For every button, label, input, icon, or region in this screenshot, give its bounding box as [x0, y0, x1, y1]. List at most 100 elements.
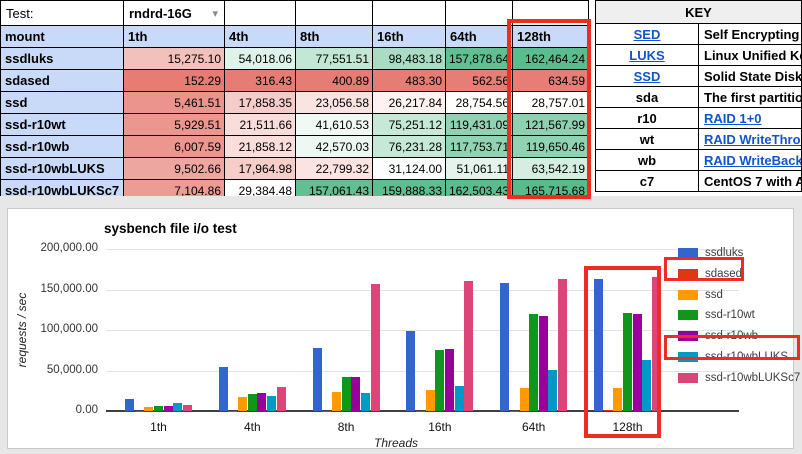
- bar-ssd-r10wb-8th: [351, 376, 361, 411]
- bar-ssd-r10wt-64th: [529, 314, 539, 411]
- row-label-ssd-r10wb[interactable]: ssd-r10wb: [0, 135, 124, 158]
- key-row-r10: r10 RAID 1+0: [595, 107, 802, 129]
- cell-ssdluks-4th[interactable]: 54,018.06: [224, 47, 296, 70]
- key-title: KEY: [595, 0, 802, 24]
- bar-ssd-r10wt-128th: [622, 312, 632, 411]
- cell-sdased-4th[interactable]: 316.43: [224, 69, 296, 92]
- key-header-row: KEY: [595, 0, 802, 24]
- key-desc-r10[interactable]: RAID 1+0: [698, 107, 802, 129]
- column-header-4th[interactable]: 4th: [224, 25, 296, 48]
- row-label-sdased[interactable]: sdased: [0, 69, 124, 92]
- cell-ssd-r10wbLUKS-8th[interactable]: 22,799.32: [295, 157, 373, 180]
- row-label-ssdluks[interactable]: ssdluks: [0, 47, 124, 70]
- cell-ssd-r10wb-128th[interactable]: 119,650.46: [512, 135, 589, 158]
- legend-item-ssd-r10wt: ssd-r10wt: [678, 309, 755, 321]
- legend-label: ssd-r10wbLUKSc7: [705, 371, 801, 384]
- cell-ssd-r10wb-1th[interactable]: 6,007.59: [123, 135, 225, 158]
- cell-ssd-r10wbLUKS-64th[interactable]: 51,061.11: [445, 157, 513, 180]
- legend-item-sdased: sdased: [678, 268, 742, 280]
- cell-ssd-r10wt-16th[interactable]: 75,251.12: [372, 113, 446, 136]
- empty-cell[interactable]: [224, 0, 296, 26]
- column-header-16th[interactable]: 16th: [372, 25, 446, 48]
- bar-ssd-r10wt-1th: [153, 406, 163, 411]
- cell-ssdluks-16th[interactable]: 98,483.18: [372, 47, 446, 70]
- cell-ssd-16th[interactable]: 26,217.84: [372, 91, 446, 114]
- row-label-ssd-r10wt[interactable]: ssd-r10wt: [0, 113, 124, 136]
- empty-cell[interactable]: [372, 0, 446, 26]
- cell-ssd-4th[interactable]: 17,858.35: [224, 91, 296, 114]
- bar-ssd-r10wbLUKS-64th: [548, 369, 558, 411]
- legend-item-ssdluks: ssdluks: [678, 247, 743, 259]
- cell-ssdluks-128th[interactable]: 162,464.24: [512, 47, 589, 70]
- test-dropdown[interactable]: rndrd-16G ▾: [123, 0, 225, 26]
- cell-ssd-r10wt-8th[interactable]: 41,610.53: [295, 113, 373, 136]
- table-row-ssd-r10wb: ssd-r10wb 6,007.59 21,858.12 42,570.03 76,23…: [0, 135, 589, 158]
- x-tick-label-8th: 8th: [337, 420, 355, 434]
- bar-ssd-4th: [238, 396, 248, 411]
- chart[interactable]: sysbench file i/o test requests / sec Th…: [7, 208, 800, 450]
- cell-sdased-16th[interactable]: 483.30: [372, 69, 446, 92]
- cell-sdased-64th[interactable]: 562.56: [445, 69, 513, 92]
- bar-ssd-1th: [144, 406, 154, 411]
- cell-ssd-r10wb-64th[interactable]: 117,753.71: [445, 135, 513, 158]
- test-row: Test: rndrd-16G ▾: [0, 0, 589, 26]
- cell-ssd-r10wb-16th[interactable]: 76,231.28: [372, 135, 446, 158]
- highlight-box-legend-luksc7: [664, 335, 800, 360]
- highlight-box-128th-bar-group: [584, 266, 661, 438]
- cell-ssdluks-8th[interactable]: 77,551.51: [295, 47, 373, 70]
- row-label-ssd-r10wbLUKS[interactable]: ssd-r10wbLUKS: [0, 157, 124, 180]
- row-label-ssd[interactable]: ssd: [0, 91, 124, 114]
- cell-ssd-r10wbLUKS-4th[interactable]: 17,964.98: [224, 157, 296, 180]
- key-desc-wt[interactable]: RAID WriteThrough: [698, 128, 802, 150]
- column-header-64th[interactable]: 64th: [445, 25, 513, 48]
- cell-ssd-r10wb-4th[interactable]: 21,858.12: [224, 135, 296, 158]
- bar-ssd-8th: [331, 392, 341, 411]
- column-header-128th[interactable]: 128th: [512, 25, 589, 48]
- cell-sdased-8th[interactable]: 400.89: [295, 69, 373, 92]
- cell-ssd-r10wbLUKS-1th[interactable]: 9,502.66: [123, 157, 225, 180]
- key-abbr-wb: wb: [595, 149, 699, 171]
- key-abbr-wt: wt: [595, 128, 699, 150]
- cell-ssd-64th[interactable]: 28,754.56: [445, 91, 513, 114]
- cell-ssd-r10wb-8th[interactable]: 42,570.03: [295, 135, 373, 158]
- cell-ssdluks-1th[interactable]: 15,275.10: [123, 47, 225, 70]
- key-desc-LUKS: Linux Unified Key Setup: [698, 44, 802, 66]
- chart-title: sysbench file i/o test: [104, 221, 237, 236]
- legend-label: ssd-r10wt: [705, 309, 755, 322]
- key-abbr-LUKS[interactable]: LUKS: [595, 44, 699, 66]
- column-header-8th[interactable]: 8th: [295, 25, 373, 48]
- bar-ssd-r10wbLUKSc7-8th: [370, 283, 380, 411]
- cell-sdased-128th[interactable]: 634.59: [512, 69, 589, 92]
- bar-ssd-r10wbLUKSc7-4th: [276, 387, 286, 411]
- highlight-box-128th-column: [507, 19, 591, 199]
- key-abbr-SSD[interactable]: SSD: [595, 65, 699, 87]
- key-row-sda: sda The first partition: [595, 86, 802, 108]
- key-abbr-SED[interactable]: SED: [595, 23, 699, 45]
- column-header-1th[interactable]: 1th: [123, 25, 225, 48]
- cell-ssd-r10wt-128th[interactable]: 121,567.99: [512, 113, 589, 136]
- column-header-mount[interactable]: mount: [0, 25, 124, 48]
- cell-ssd-r10wt-64th[interactable]: 119,431.09: [445, 113, 513, 136]
- cell-ssd-1th[interactable]: 5,461.51: [123, 91, 225, 114]
- bar-ssd-r10wbLUKS-4th: [267, 396, 277, 411]
- cell-sdased-1th[interactable]: 152.29: [123, 69, 225, 92]
- key-abbr-c7: c7: [595, 170, 699, 192]
- cell-ssd-r10wbLUKS-16th[interactable]: 31,124.00: [372, 157, 446, 180]
- table-row-ssd-r10wt: ssd-r10wt 5,929.51 21,511.66 41,610.53 75,25…: [0, 113, 589, 136]
- cell-ssd-r10wbLUKS-128th[interactable]: 63,542.19: [512, 157, 589, 180]
- key-desc-wb[interactable]: RAID WriteBack: [698, 149, 802, 171]
- bar-sdased-128th: [603, 410, 613, 411]
- cell-ssd-8th[interactable]: 23,056.58: [295, 91, 373, 114]
- cell-ssd-r10wt-4th[interactable]: 21,511.66: [224, 113, 296, 136]
- cell-ssd-r10wt-1th[interactable]: 5,929.51: [123, 113, 225, 136]
- legend-swatch-ssd-r10wbLUKSc7: [678, 372, 698, 383]
- empty-cell[interactable]: [445, 0, 513, 26]
- empty-cell[interactable]: [295, 0, 373, 26]
- key-desc-SED: Self Encrypting Drive: [698, 23, 802, 45]
- bar-ssd-r10wt-16th: [435, 350, 445, 411]
- cell-ssdluks-64th[interactable]: 157,878.64: [445, 47, 513, 70]
